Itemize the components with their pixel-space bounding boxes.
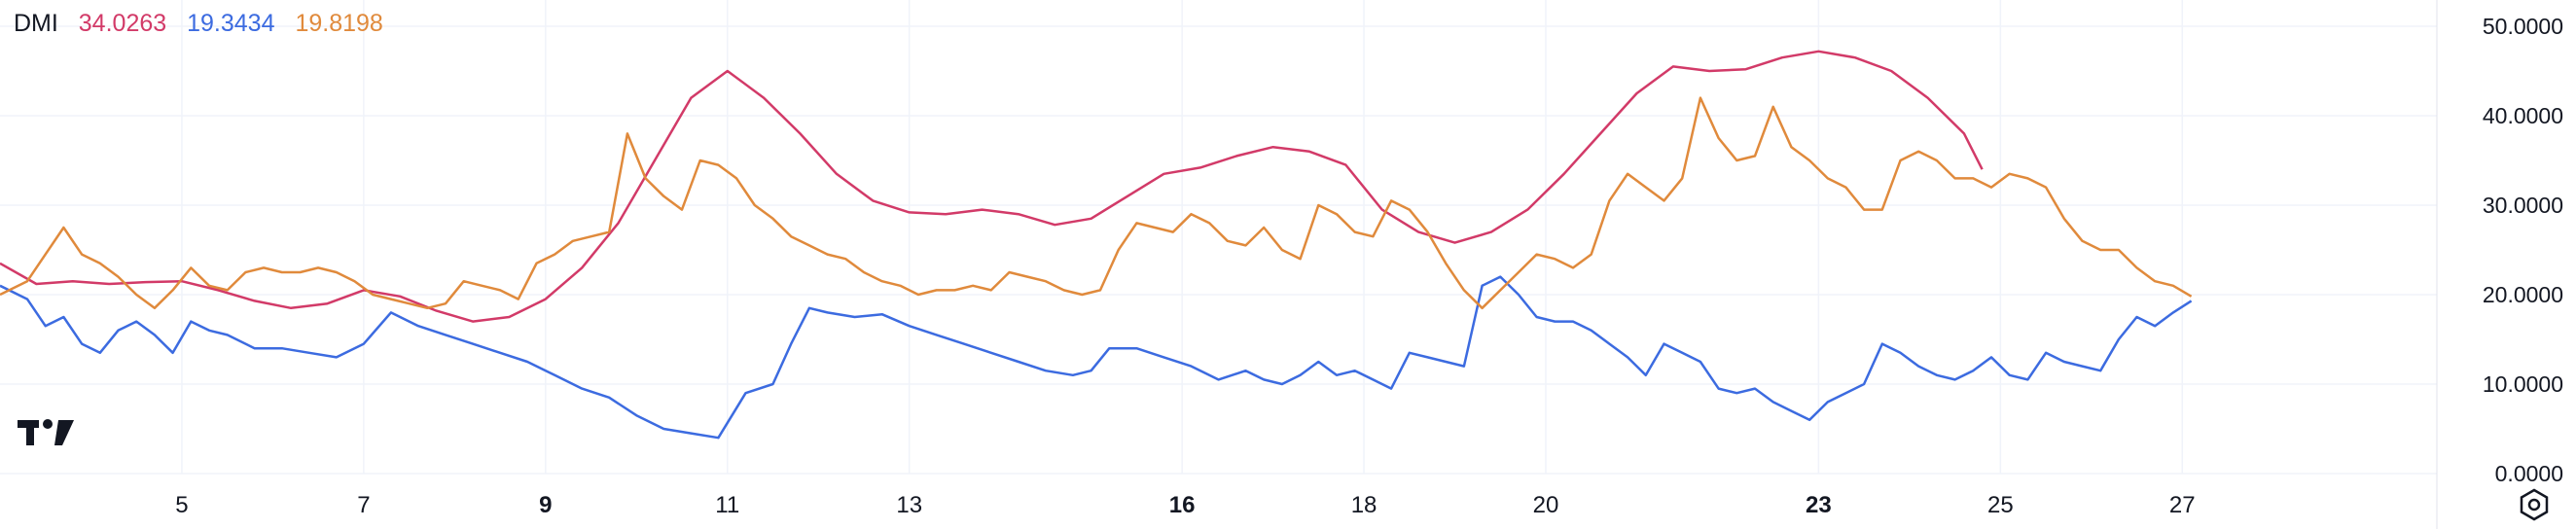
minus-di-value: 19.8198: [295, 10, 383, 37]
y-tick-label: 30.0000: [2483, 193, 2563, 218]
x-tick-label: 13: [896, 492, 922, 518]
minus_di-line: [0, 96, 2193, 310]
x-tick-label: 27: [2169, 492, 2196, 518]
x-tick-label: 18: [1351, 492, 1377, 518]
y-tick-label: 40.0000: [2483, 103, 2563, 128]
adx-line: [0, 50, 1984, 323]
x-axis[interactable]: 5 7 9 11 13 16 18 20 23 25 27: [175, 492, 2195, 518]
y-tick-label: 10.0000: [2483, 371, 2563, 397]
plus-di-value: 19.3434: [187, 10, 275, 37]
y-tick-label: 50.0000: [2483, 14, 2563, 39]
x-tick-label: 5: [175, 492, 188, 518]
series-layer: [0, 50, 2193, 440]
x-tick-label: 7: [357, 492, 370, 518]
x-tick-label: 20: [1533, 492, 1559, 518]
y-axis: 50.0000 40.0000 30.0000 20.0000 10.0000 0.000…: [2483, 14, 2563, 486]
adx-value: 34.0263: [78, 10, 167, 37]
plus_di-line: [0, 275, 2193, 440]
y-tick-label: 20.0000: [2483, 282, 2563, 307]
tradingview-logo-icon: [18, 419, 74, 445]
y-tick-label: 0.0000: [2495, 461, 2563, 486]
x-tick-label: 11: [715, 492, 739, 518]
indicator-name: DMI: [14, 10, 58, 37]
settings-icon[interactable]: [2518, 488, 2551, 521]
x-tick-label: 16: [1169, 492, 1196, 518]
grid: [0, 0, 2438, 529]
x-tick-label: 9: [539, 492, 552, 518]
legend: DMI 34.0263 19.3434 19.8198: [14, 10, 397, 38]
x-tick-label: 25: [1987, 492, 2014, 518]
x-tick-label: 23: [1806, 492, 1832, 518]
